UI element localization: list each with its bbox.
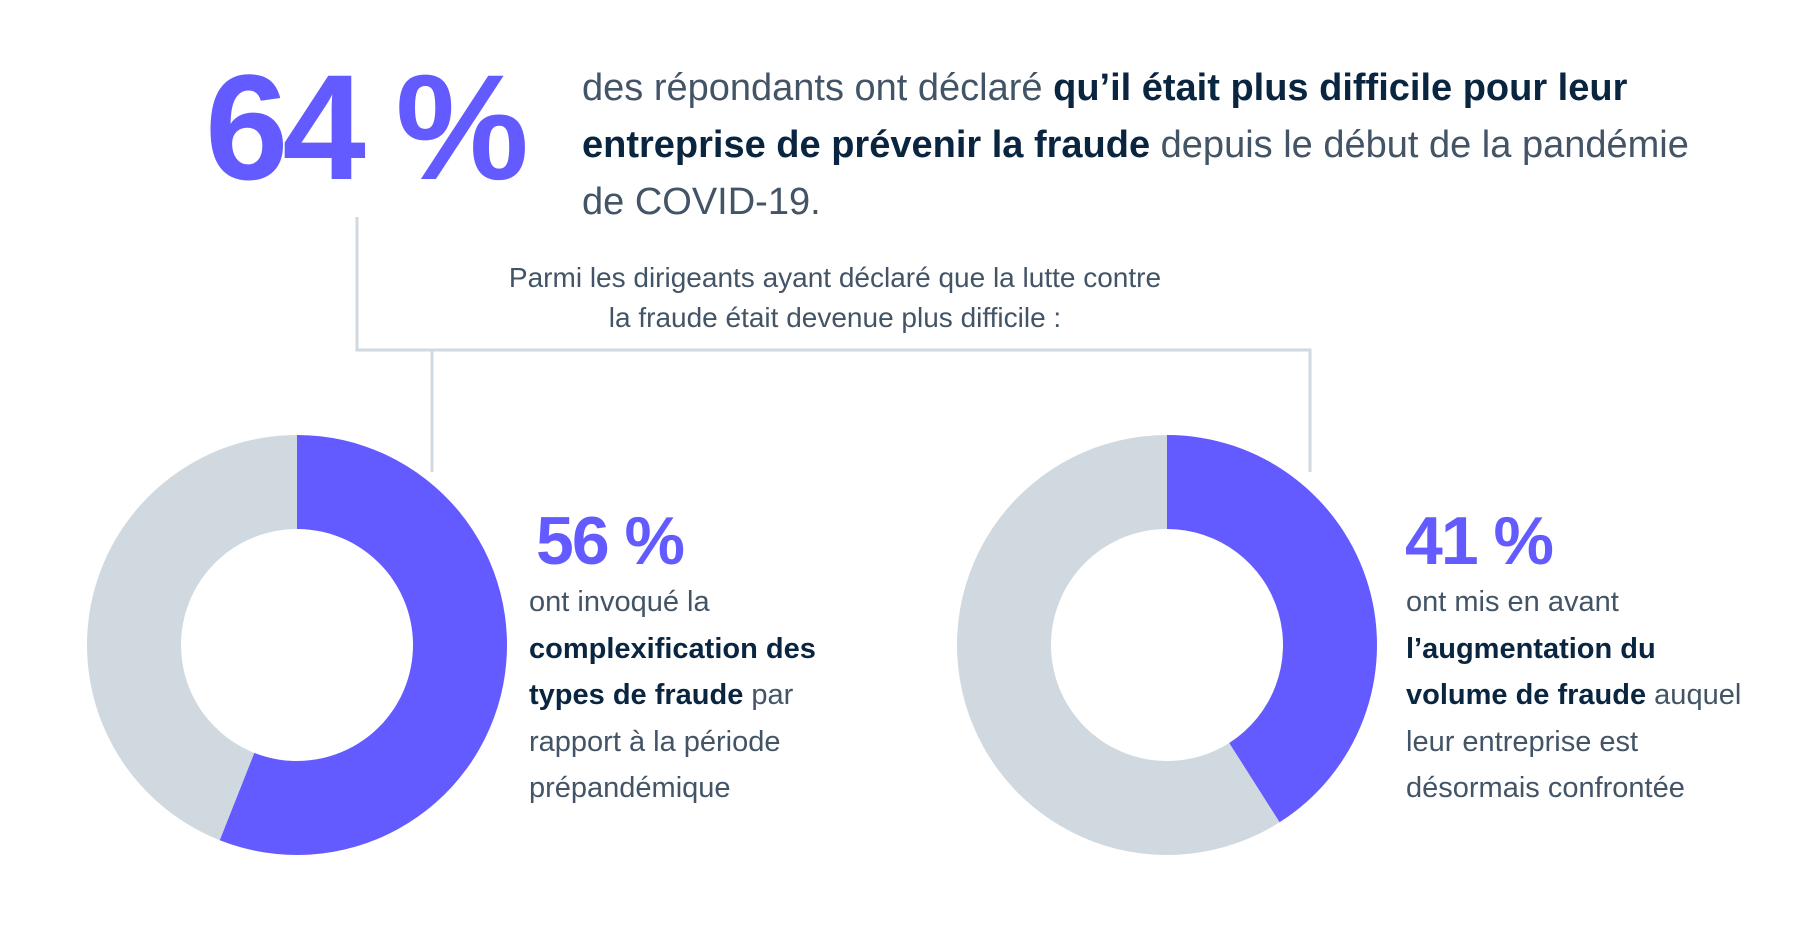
subheading-line-1: Parmi les dirigeants ayant déclaré que l… [508, 262, 1162, 293]
subheading-line-2: la fraude était devenue plus difficile : [608, 302, 1062, 333]
headline-text-tail: depuis le début de la pandémie de COVID-… [582, 124, 1689, 223]
donut-1-highlight-slice [219, 435, 508, 855]
stat-1-percent: 56 % [536, 503, 685, 579]
stat-2-percent: 41 % [1405, 503, 1554, 579]
headline-text: des répondants ont déclaré qu’il était p… [582, 60, 1702, 231]
stat-1-desc-tail: par rapport à la période prépandémique [529, 679, 794, 804]
subheading: Parmi les dirigeants ayant déclaré que l… [440, 258, 1230, 338]
stat-2-desc-tail: auquel leur entreprise est désormais con… [1406, 679, 1742, 804]
stat-1-description: ont invoqué la complexification des type… [529, 579, 869, 812]
headline-text-bold: qu’il était plus difficile pour leur ent… [582, 67, 1628, 166]
donut-1-remainder-slice [87, 435, 297, 841]
donut-chart-2 [957, 435, 1378, 855]
stat-1-desc-lead: ont invoqué la [529, 586, 710, 618]
donut-2-highlight-slice [1167, 435, 1378, 823]
stat-2-description: ont mis en avant l’augmentation du volum… [1406, 579, 1746, 812]
connector-bracket [355, 217, 1312, 472]
stat-2-desc-bold: l’augmentation du volume de fraude [1406, 632, 1656, 712]
stat-1-desc-bold: complexification des types de fraude [529, 632, 816, 712]
headline-percent: 64 % [205, 43, 529, 211]
stat-2-desc-lead: ont mis en avant [1406, 586, 1619, 618]
donut-chart-1 [87, 435, 508, 855]
donut-2-remainder-slice [957, 435, 1280, 855]
headline-text-lead: des répondants ont déclaré [582, 67, 1054, 109]
